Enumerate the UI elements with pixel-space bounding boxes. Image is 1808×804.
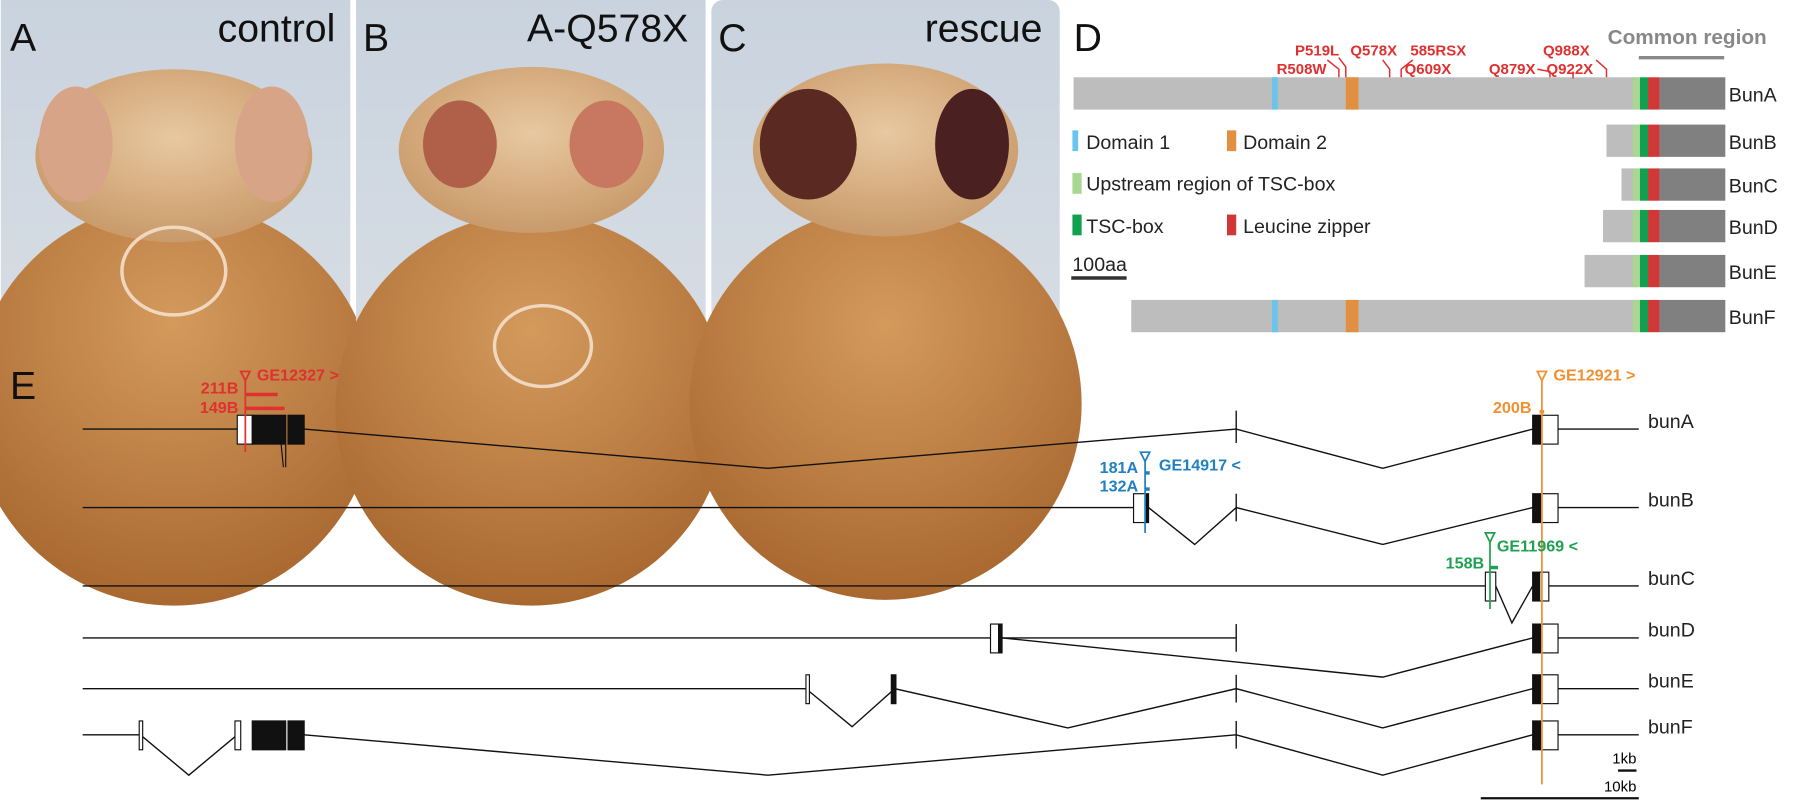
insertion-name: GE12921 > [1553,367,1635,385]
photo-c [689,0,1082,600]
upstream-region [1633,168,1640,201]
isoform-label: BunB [1729,132,1777,154]
panel-label: A-Q578X [527,8,688,51]
panel-letter: A [10,17,37,60]
upstream-region [1633,209,1640,243]
mutation: Q609X [1405,61,1452,78]
panel-letter: B [363,17,389,60]
leucine-zipper [1648,124,1660,157]
leucine-zipper [1648,209,1660,243]
isoform-bar [1621,168,1637,201]
mutation: Q578X [1350,42,1397,59]
upstream-region [1633,254,1640,288]
isoform-bar [1131,299,1637,333]
isoform-bar [1603,209,1637,243]
tsc-box [1639,254,1649,288]
leucine-zipper [1648,77,1660,110]
transcript-label: bunD [1648,620,1695,642]
tsc-box [1639,77,1649,110]
isoform-bar [1606,124,1637,157]
insertion-triangles [239,370,1548,545]
legend-label: Upstream region of TSC-box [1086,173,1335,195]
allele: 158B [1446,555,1485,573]
panel-letter: D [1074,17,1102,60]
common-tail [1659,254,1726,288]
legend-swatch [1226,130,1237,152]
isoform-label: BunA [1729,85,1778,107]
upstream-region [1633,124,1640,157]
common-region: Common region [1608,26,1767,49]
exons [138,414,1559,751]
mutation: R508W [1277,61,1328,78]
mutation: Q879X [1489,61,1536,78]
panel-letter: E [10,365,36,408]
domain-1 [1271,77,1278,110]
legend-label: Domain 2 [1243,132,1327,154]
common-tail [1659,209,1726,243]
isoform-label: BunF [1729,307,1776,329]
mutation: Q988X [1543,42,1590,59]
isoform-label: BunE [1729,262,1777,284]
upstream-region [1633,299,1640,333]
domain-2 [1345,299,1359,333]
transcript-label: bunF [1648,717,1693,739]
tsc-box [1639,124,1649,157]
common-tail [1659,168,1726,201]
allele: 181A [1100,459,1139,477]
domain-2 [1345,77,1359,110]
legend-swatch [1072,173,1082,194]
legend-swatch [1226,214,1237,236]
upstream-region [1633,77,1640,110]
isoform-bars: BunA BunB BunC BunD BunE BunF [1073,77,1778,333]
insertion-name: GE14917 < [1159,457,1241,475]
legend-label: Domain 1 [1086,132,1170,154]
leucine-zipper [1648,299,1660,333]
tsc-box [1639,209,1649,243]
gene-models [82,410,1639,777]
panel-letter: C [718,17,746,60]
legend-swatch [1072,130,1079,152]
leucine-zipper [1648,168,1660,201]
panel-label: rescue [925,8,1043,51]
mutation: Q922X [1547,61,1594,78]
tsc-box [1639,168,1649,201]
scale-label: 10kb [1604,778,1637,795]
panel-label: control [218,8,336,51]
transcript-label: bunC [1648,568,1695,590]
common-tail [1659,77,1726,110]
allele: 149B [200,399,239,417]
allele: 200B [1493,399,1532,417]
legend-label: TSC-box [1086,216,1164,238]
isoform-label: BunD [1729,217,1778,239]
mutation: 585RSX [1410,42,1466,59]
domain-1 [1271,299,1278,333]
insertion-name: GE12327 > [257,367,339,385]
tsc-box [1639,299,1649,333]
legend-label: Leucine zipper [1243,216,1371,238]
mutation: P519L [1295,42,1339,59]
isoform-bar [1584,254,1637,288]
leucine-zipper [1648,254,1660,288]
transcript-labels: bunA bunB bunC bunD bunE bunF [1648,411,1695,739]
mutation-ticks [1326,57,1608,79]
scale-label: 1kb [1612,751,1636,768]
transcript-label: bunA [1648,411,1695,433]
isoform-label: BunC [1729,176,1778,198]
allele: 132A [1100,477,1139,495]
common-tail [1659,124,1726,157]
insertion-name: GE11969 < [1497,537,1578,555]
legend-swatch [1072,214,1082,236]
common-tail [1659,299,1726,333]
transcript-label: bunE [1648,670,1694,692]
transcript-label: bunB [1648,489,1694,511]
photo-a [0,0,376,606]
deletion-bars [245,392,1545,570]
allele: 211B [201,379,239,397]
photo-b [335,0,728,606]
scale-label: 100aa [1072,254,1127,276]
